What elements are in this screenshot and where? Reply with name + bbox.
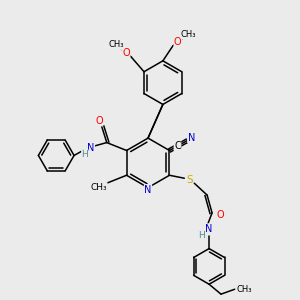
Text: CH₃: CH₃ <box>236 285 251 294</box>
Text: H: H <box>198 231 205 240</box>
Text: N: N <box>144 184 152 195</box>
Text: CH₃: CH₃ <box>91 183 107 192</box>
Text: N: N <box>87 142 94 152</box>
Text: H: H <box>82 150 88 159</box>
Text: O: O <box>122 48 130 58</box>
Text: CH₃: CH₃ <box>109 40 124 50</box>
Text: N: N <box>188 133 195 142</box>
Text: O: O <box>95 116 103 126</box>
Text: CH₃: CH₃ <box>181 30 197 39</box>
Text: O: O <box>174 37 182 47</box>
Text: C: C <box>174 141 181 151</box>
Text: S: S <box>186 175 193 185</box>
Text: O: O <box>216 210 224 220</box>
Text: N: N <box>206 224 213 234</box>
